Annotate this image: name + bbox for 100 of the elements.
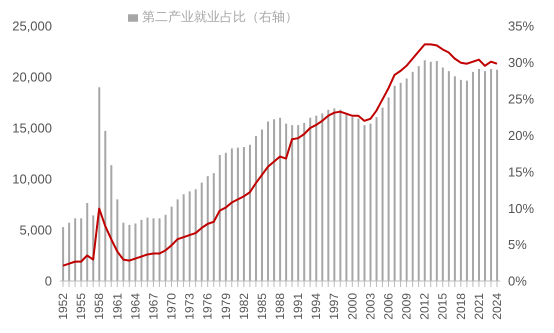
y-tick-label: 0 <box>44 274 52 289</box>
y2-tick-label: 0% <box>508 274 528 289</box>
bar <box>339 110 342 281</box>
x-tick-label: 2015 <box>436 292 450 320</box>
bar <box>80 218 82 281</box>
bar <box>158 218 161 281</box>
bar <box>68 222 70 281</box>
x-tick-label: 1988 <box>273 292 287 320</box>
bar <box>152 218 155 281</box>
x-tick-label: 2009 <box>400 292 414 320</box>
bar <box>261 129 264 281</box>
bar <box>454 76 456 281</box>
bar <box>321 113 324 281</box>
y-tick-label: 15,000 <box>12 120 52 136</box>
bar <box>242 146 245 281</box>
x-tick-label: 1964 <box>128 292 142 320</box>
bar <box>478 68 480 281</box>
bar <box>466 80 468 281</box>
line-series <box>62 43 498 267</box>
bar <box>412 72 414 281</box>
bar <box>370 124 372 281</box>
x-tick-label: 2000 <box>345 292 360 320</box>
bar <box>309 118 312 281</box>
bar <box>285 124 288 281</box>
bar <box>134 223 136 281</box>
y2-tick-label: 10% <box>508 200 534 216</box>
bar <box>388 97 390 281</box>
x-tick-label: 1982 <box>236 292 251 320</box>
bar <box>146 218 148 281</box>
bar <box>363 125 366 281</box>
bar <box>279 118 282 281</box>
y-tick-label: 5,000 <box>19 222 52 238</box>
bar <box>490 68 492 281</box>
x-tick-label: 1973 <box>182 292 197 320</box>
x-tick-label: 2003 <box>363 292 378 320</box>
bar <box>218 154 221 281</box>
bar <box>194 189 197 281</box>
bar <box>327 110 330 281</box>
bar <box>297 125 300 281</box>
bar <box>496 70 498 281</box>
bar <box>176 199 179 281</box>
x-tick-label: 1991 <box>291 292 306 320</box>
bar <box>230 148 233 281</box>
bar <box>472 72 474 281</box>
x-tick-label: 2018 <box>454 292 468 320</box>
bar <box>74 218 76 281</box>
bar <box>351 117 354 281</box>
y2-tick-label: 35% <box>508 18 534 34</box>
x-tick-label: 1967 <box>146 292 160 320</box>
bar <box>116 199 118 281</box>
bar <box>104 130 106 281</box>
bar <box>273 119 276 281</box>
x-tick-label: 2006 <box>381 292 396 320</box>
bar <box>140 220 142 281</box>
bar <box>62 227 64 281</box>
x-tick-label: 1958 <box>92 292 106 320</box>
bar <box>110 165 112 281</box>
bar <box>430 62 432 281</box>
y2-tick-label: 20% <box>508 128 534 143</box>
y-tick-label: 25,000 <box>12 18 52 34</box>
bar <box>128 224 130 281</box>
y-tick-label: 10,000 <box>12 172 52 187</box>
bar <box>267 121 270 281</box>
bar <box>224 152 227 281</box>
x-tick-label: 1970 <box>164 292 179 320</box>
bar <box>170 206 173 281</box>
bar <box>236 148 239 281</box>
bar <box>460 80 462 281</box>
bar <box>315 116 318 281</box>
bar <box>254 136 257 281</box>
x-tick-label: 1994 <box>309 292 324 320</box>
x-tick-label: 1952 <box>56 292 70 320</box>
x-tick-label: 2024 <box>490 292 504 320</box>
x-tick-label: 1961 <box>110 292 124 320</box>
bar <box>436 60 438 281</box>
bar <box>200 182 203 281</box>
bar <box>357 118 360 281</box>
bar <box>122 222 124 281</box>
bar <box>188 191 191 281</box>
x-tick-label: 1979 <box>218 292 233 320</box>
bar <box>206 176 209 281</box>
bar <box>382 108 384 281</box>
bar <box>86 203 88 281</box>
bar <box>400 82 402 281</box>
bar <box>303 122 306 281</box>
y2-tick-label: 25% <box>508 91 534 106</box>
x-tick-label: 1997 <box>327 292 342 320</box>
bar <box>448 71 450 281</box>
bar <box>442 68 444 281</box>
x-tick-label: 1976 <box>200 292 215 320</box>
y2-tick-label: 5% <box>508 237 528 252</box>
bar <box>424 60 426 281</box>
x-tick-label: 2021 <box>472 292 486 320</box>
y2-tick-label: 15% <box>508 164 534 180</box>
legend-label: 第二产业就业占比（右轴） <box>142 9 298 24</box>
x-tick-label: 2012 <box>418 292 432 320</box>
bar <box>98 87 100 281</box>
y2-tick-label: 30% <box>508 55 534 70</box>
bar <box>182 194 185 281</box>
y-tick-label: 20,000 <box>12 70 52 85</box>
